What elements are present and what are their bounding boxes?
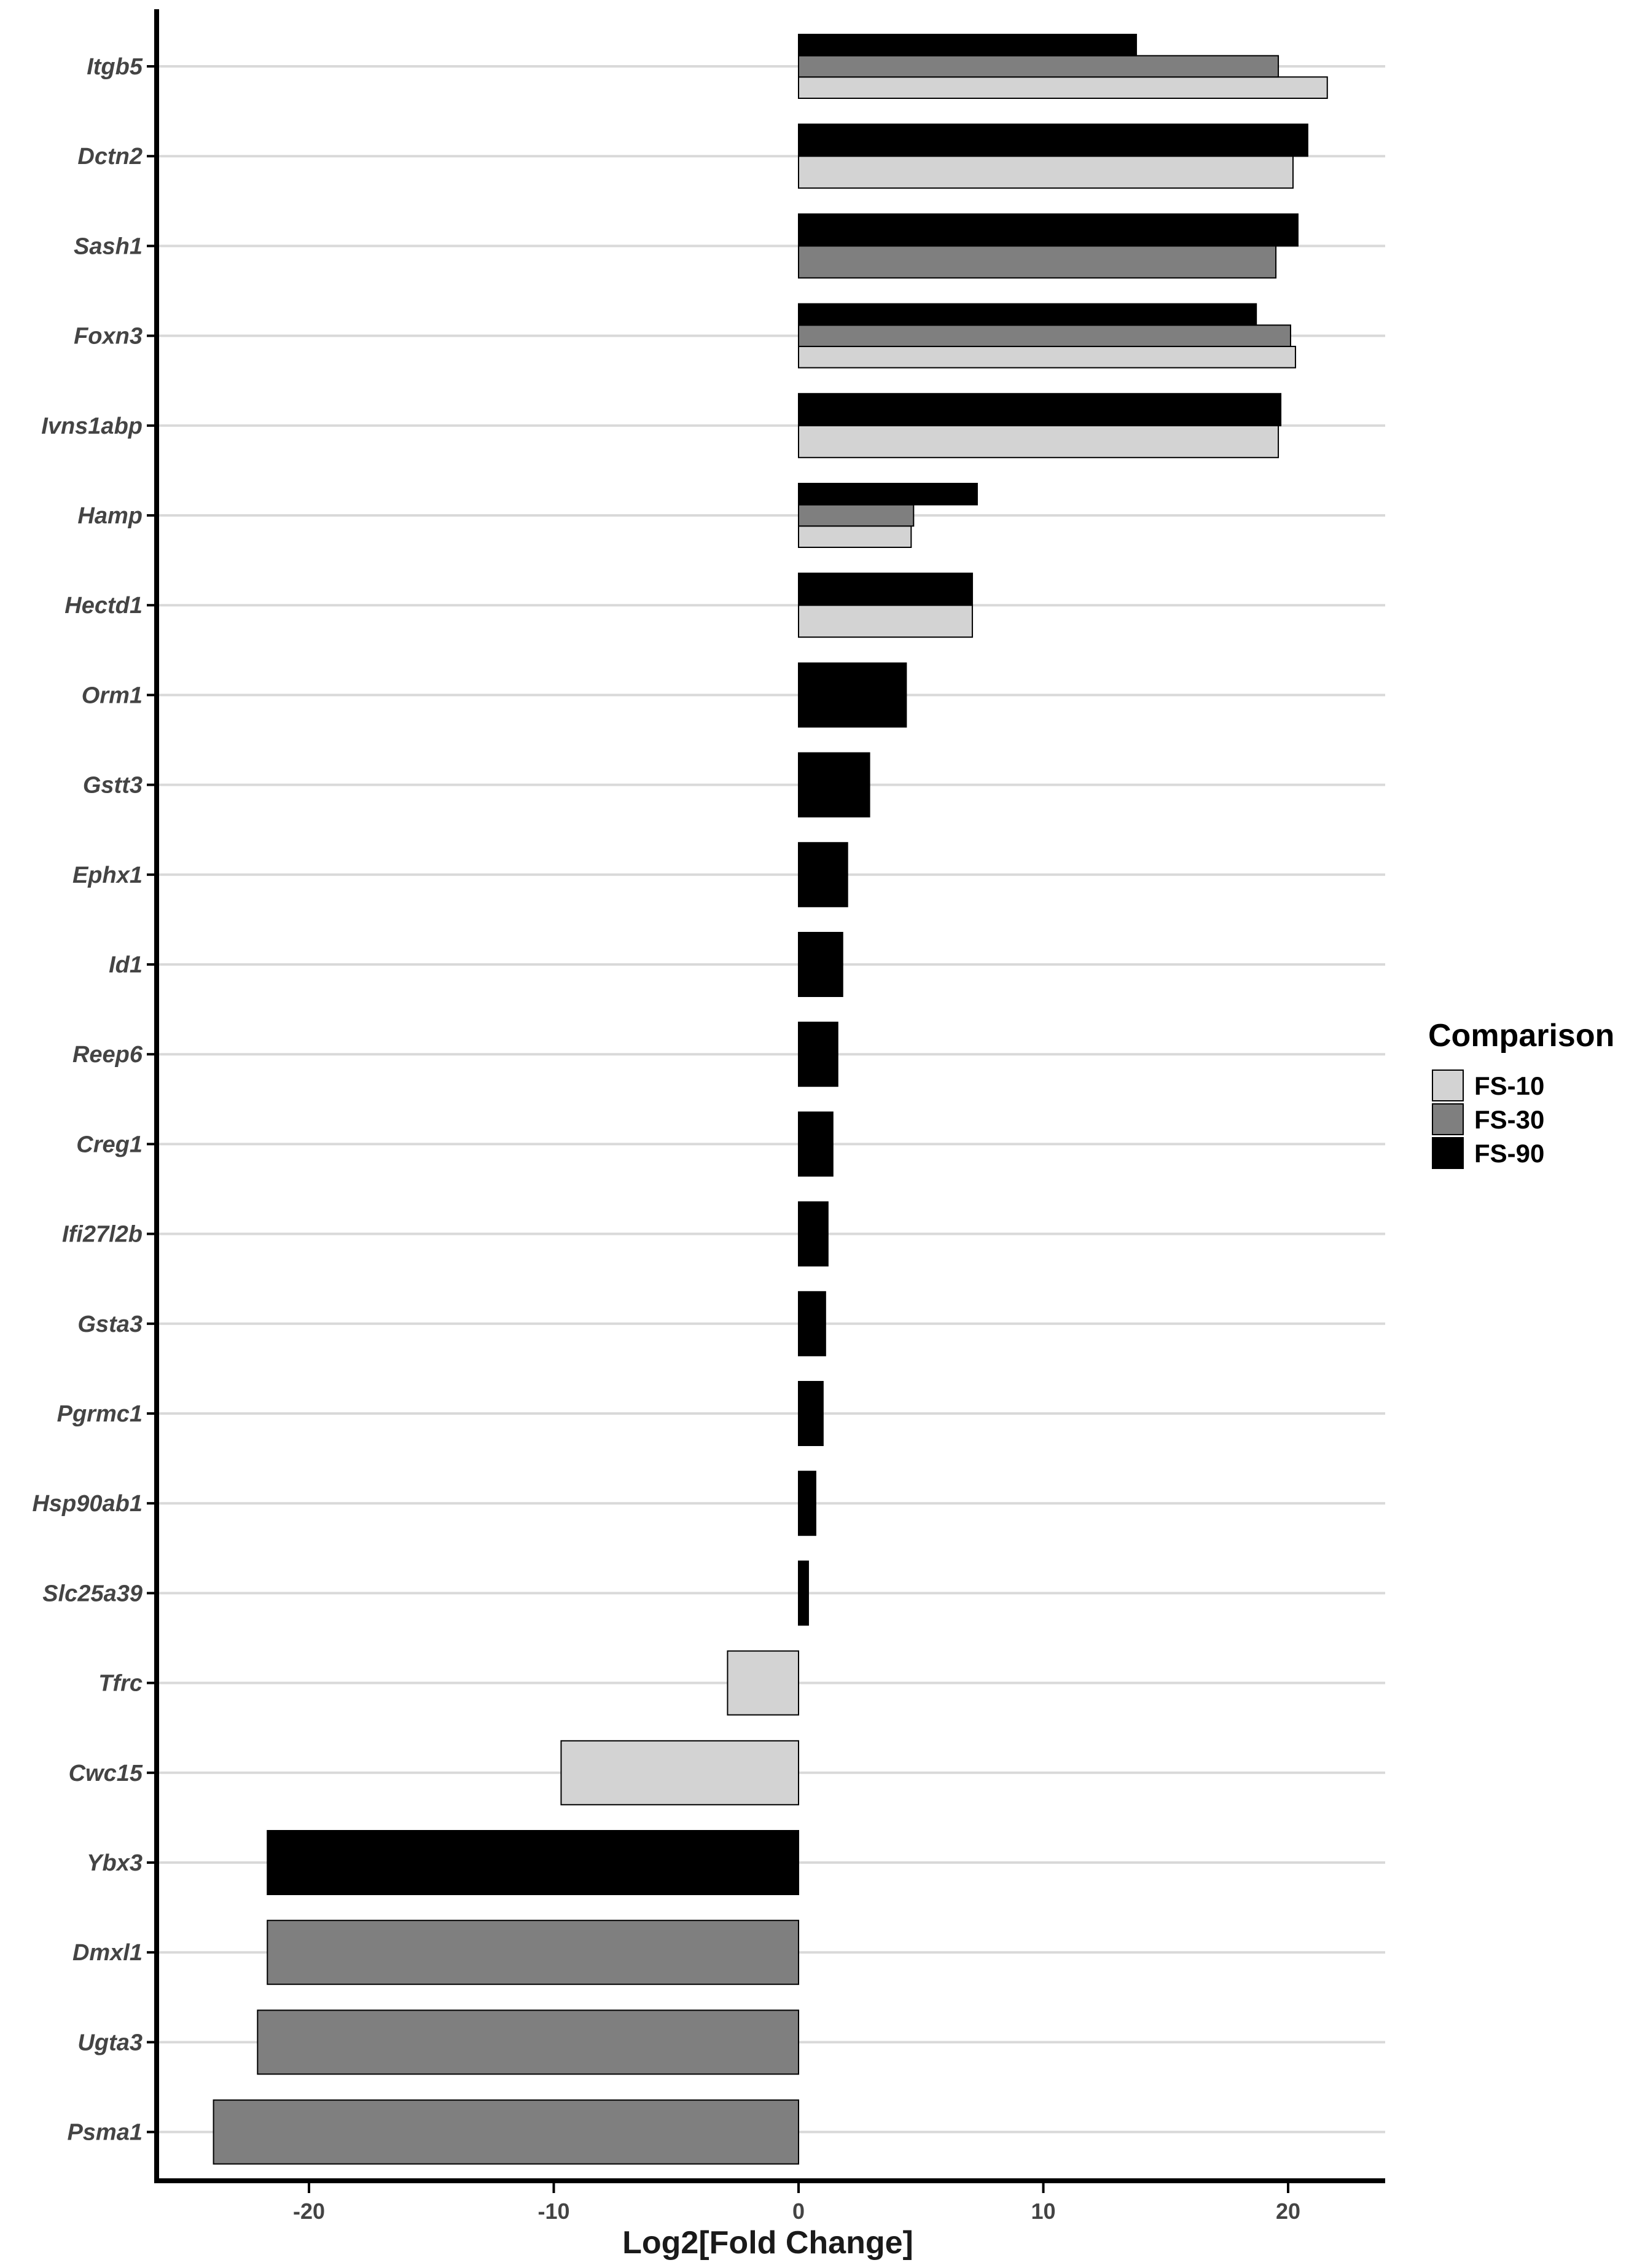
gene-label: Ugta3 — [77, 2030, 143, 2055]
bar-fs-90-slc25a39 — [798, 1560, 809, 1626]
bars — [213, 34, 1328, 2165]
gene-label: Foxn3 — [74, 324, 143, 350]
bar-fs-30-psma1 — [213, 2099, 799, 2165]
bar-fs-10-itgb5 — [798, 76, 1328, 100]
gene-label: Ifi27l2b — [62, 1222, 143, 1248]
gene-label: Orm1 — [82, 682, 143, 708]
bar-fs-90-hectd1 — [798, 573, 973, 606]
gene-label: Hamp — [77, 503, 143, 529]
bar-fs-30-dmxl1 — [267, 1920, 799, 1985]
bar-fs-30-ugta3 — [257, 2009, 799, 2075]
bar-fs-90-gsta3 — [798, 1291, 826, 1356]
bar-fs-90-ifi27l2b — [798, 1201, 829, 1267]
legend-title: Comparison — [1428, 1018, 1614, 1054]
bar-fs-10-cwc15 — [560, 1740, 800, 1805]
labels: Itgb5 Dctn2 Sash1 Foxn3 Ivns1abp Hamp Hectd1 Or… — [32, 54, 1300, 2224]
gene-label: Dctn2 — [77, 144, 143, 170]
legend-label-fs-90: FS-90 — [1474, 1139, 1544, 1168]
legend: Comparison FS-10 FS-30 FS-90 — [1428, 1018, 1614, 1169]
bar-fs-10-hectd1 — [798, 604, 973, 638]
gene-label: Reep6 — [72, 1042, 143, 1068]
gene-label: Slc25a39 — [42, 1581, 143, 1606]
x-tick-label: -10 — [537, 2199, 569, 2224]
legend-swatch-fs-90 — [1432, 1137, 1464, 1169]
bar-fs-90-itgb5 — [798, 34, 1137, 57]
x-axis-title: Log2[Fold Change] — [622, 2225, 913, 2261]
gene-label: Ivns1abp — [41, 413, 143, 439]
bar-fs-90-ephx1 — [798, 842, 848, 907]
gene-label: Creg1 — [76, 1132, 143, 1157]
bar-fs-90-reep6 — [798, 1022, 838, 1087]
gene-label: Id1 — [109, 952, 143, 978]
bar-fs-30-foxn3 — [798, 324, 1291, 347]
x-tick-label: -20 — [293, 2199, 325, 2224]
bar-fs-90-ybx3 — [267, 1830, 799, 1895]
bar-fs-30-itgb5 — [798, 55, 1280, 78]
bar-fs-30-hamp — [798, 504, 915, 527]
legend-swatch-fs-10 — [1432, 1069, 1464, 1101]
legend-label-fs-30: FS-30 — [1474, 1105, 1544, 1134]
gene-label: Pgrmc1 — [57, 1401, 143, 1427]
gene-label: Tfrc — [98, 1671, 143, 1697]
gene-label: Itgb5 — [87, 54, 143, 80]
legend-swatch-fs-30 — [1432, 1103, 1464, 1135]
gene-label: Gstt3 — [83, 773, 143, 799]
bar-fs-90-foxn3 — [798, 303, 1257, 326]
grid-lines — [157, 65, 1385, 2133]
bar-fs-90-id1 — [798, 932, 843, 997]
gene-label: Sash1 — [74, 233, 143, 259]
bar-fs-10-hamp — [798, 525, 912, 548]
bar-fs-90-ivns1abp — [798, 393, 1282, 426]
bar-fs-90-orm1 — [798, 662, 907, 728]
gene-label: Dmxl1 — [72, 1940, 143, 1966]
bar-fs-90-dctn2 — [798, 123, 1308, 157]
gene-label: Ybx3 — [87, 1850, 143, 1876]
x-tick-label: 20 — [1276, 2199, 1300, 2224]
x-tick-label: 10 — [1031, 2199, 1055, 2224]
bar-fs-90-creg1 — [798, 1111, 834, 1177]
bar-fs-90-pgrmc1 — [798, 1381, 824, 1446]
gene-label: Psma1 — [67, 2120, 143, 2146]
x-tick-label: 0 — [792, 2199, 805, 2224]
bar-fs-90-gstt3 — [798, 752, 870, 818]
gene-label: Gsta3 — [77, 1312, 143, 1337]
gene-label: Cwc15 — [69, 1761, 143, 1786]
gene-label: Ephx1 — [72, 862, 143, 888]
gene-label: Hsp90ab1 — [32, 1491, 143, 1517]
bar-fs-90-sash1 — [798, 213, 1299, 247]
legend-label-fs-10: FS-10 — [1474, 1071, 1544, 1100]
bar-fs-30-sash1 — [798, 245, 1277, 279]
bar-fs-90-hamp — [798, 483, 978, 506]
bar-fs-10-foxn3 — [798, 345, 1296, 369]
bar-fs-90-hsp90ab1 — [798, 1471, 816, 1536]
bar-fs-10-ivns1abp — [798, 424, 1280, 458]
bar-fs-10-tfrc — [727, 1650, 800, 1716]
gene-label: Hectd1 — [64, 593, 143, 619]
axes — [147, 9, 1385, 2193]
bar-fs-10-dctn2 — [798, 155, 1294, 189]
